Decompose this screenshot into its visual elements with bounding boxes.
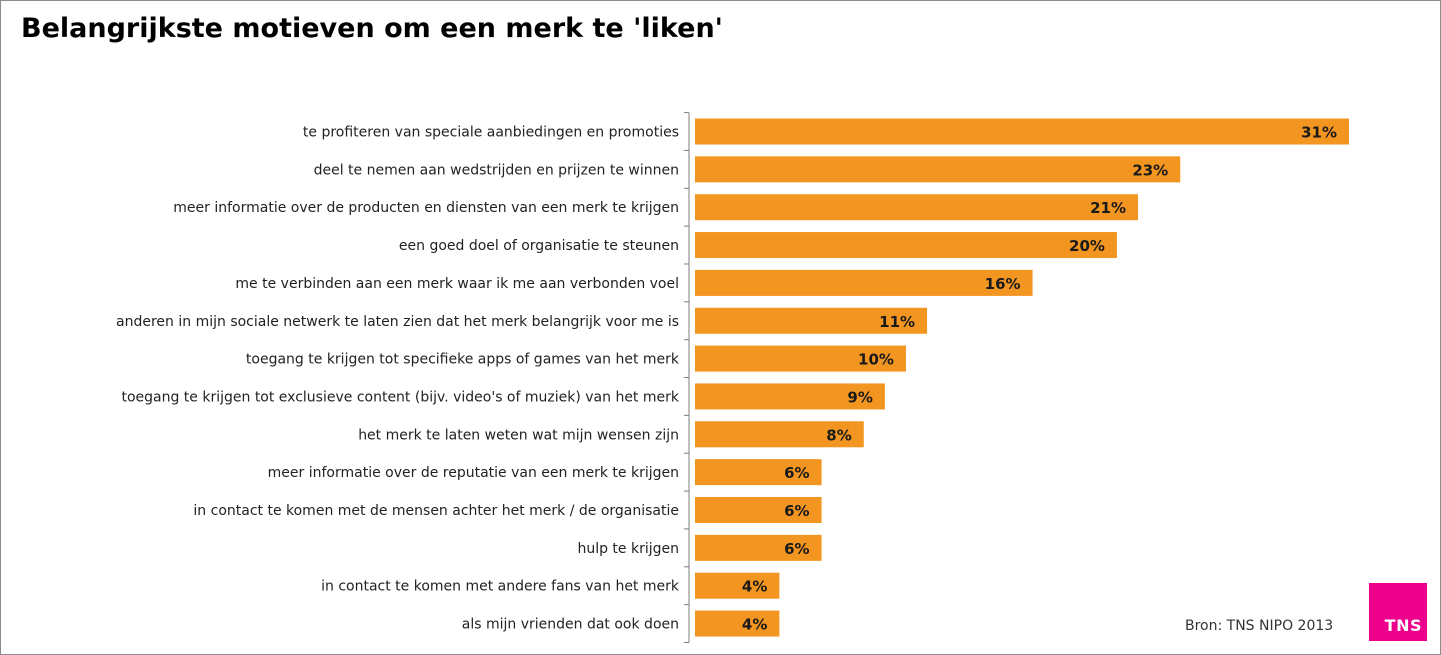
bar [695,534,822,561]
category-label: een goed doel of organisatie te steunen [399,238,679,254]
bar [695,572,780,599]
bar [695,459,822,486]
bar [695,118,1349,145]
value-label: 6% [784,502,809,520]
value-label: 16% [985,275,1021,293]
category-label: deel te nemen aan wedstrijden en prijzen… [314,162,679,178]
value-label: 10% [858,351,894,369]
bar [695,232,1117,259]
value-label: 21% [1090,199,1126,217]
value-label: 6% [784,540,809,558]
source-note: Bron: TNS NIPO 2013 [1185,618,1334,634]
category-label: in contact te komen met andere fans van … [321,579,680,595]
bar [695,610,780,637]
category-label: het merk te laten weten wat mijn wensen … [358,427,679,443]
value-label: 31% [1301,124,1337,142]
value-label: 11% [879,313,915,331]
bar [695,194,1139,221]
bar [695,307,928,334]
value-label: 9% [847,388,872,406]
tns-logo: TNS [1369,583,1427,641]
value-label: 23% [1132,161,1168,179]
value-label: 4% [742,578,767,596]
bar [695,497,822,523]
category-label: als mijn vrienden dat ook doen [462,617,679,633]
category-label: te profiteren van speciale aanbiedingen … [303,125,679,141]
bar [695,156,1181,183]
tns-logo-text: TNS [1384,616,1422,635]
value-label: 8% [826,426,851,444]
category-label: meer informatie over de producten en die… [173,200,679,216]
category-label: anderen in mijn sociale netwerk te laten… [116,314,679,330]
category-label: hulp te krijgen [577,541,679,557]
category-label: in contact te komen met de mensen achter… [193,503,679,519]
value-label: 20% [1069,237,1105,255]
bar [695,345,906,372]
category-label: meer informatie over de reputatie van ee… [268,465,679,481]
category-label: me te verbinden aan een merk waar ik me … [235,276,679,292]
category-label: toegang te krijgen tot exclusieve conten… [121,389,679,405]
value-label: 4% [742,616,767,634]
value-label: 6% [784,464,809,482]
bar [695,421,864,448]
bar [695,383,885,410]
chart-title: Belangrijkste motieven om een merk te 'l… [21,13,723,44]
category-label: toegang te krijgen tot specifieke apps o… [246,352,680,368]
bar [695,269,1033,296]
